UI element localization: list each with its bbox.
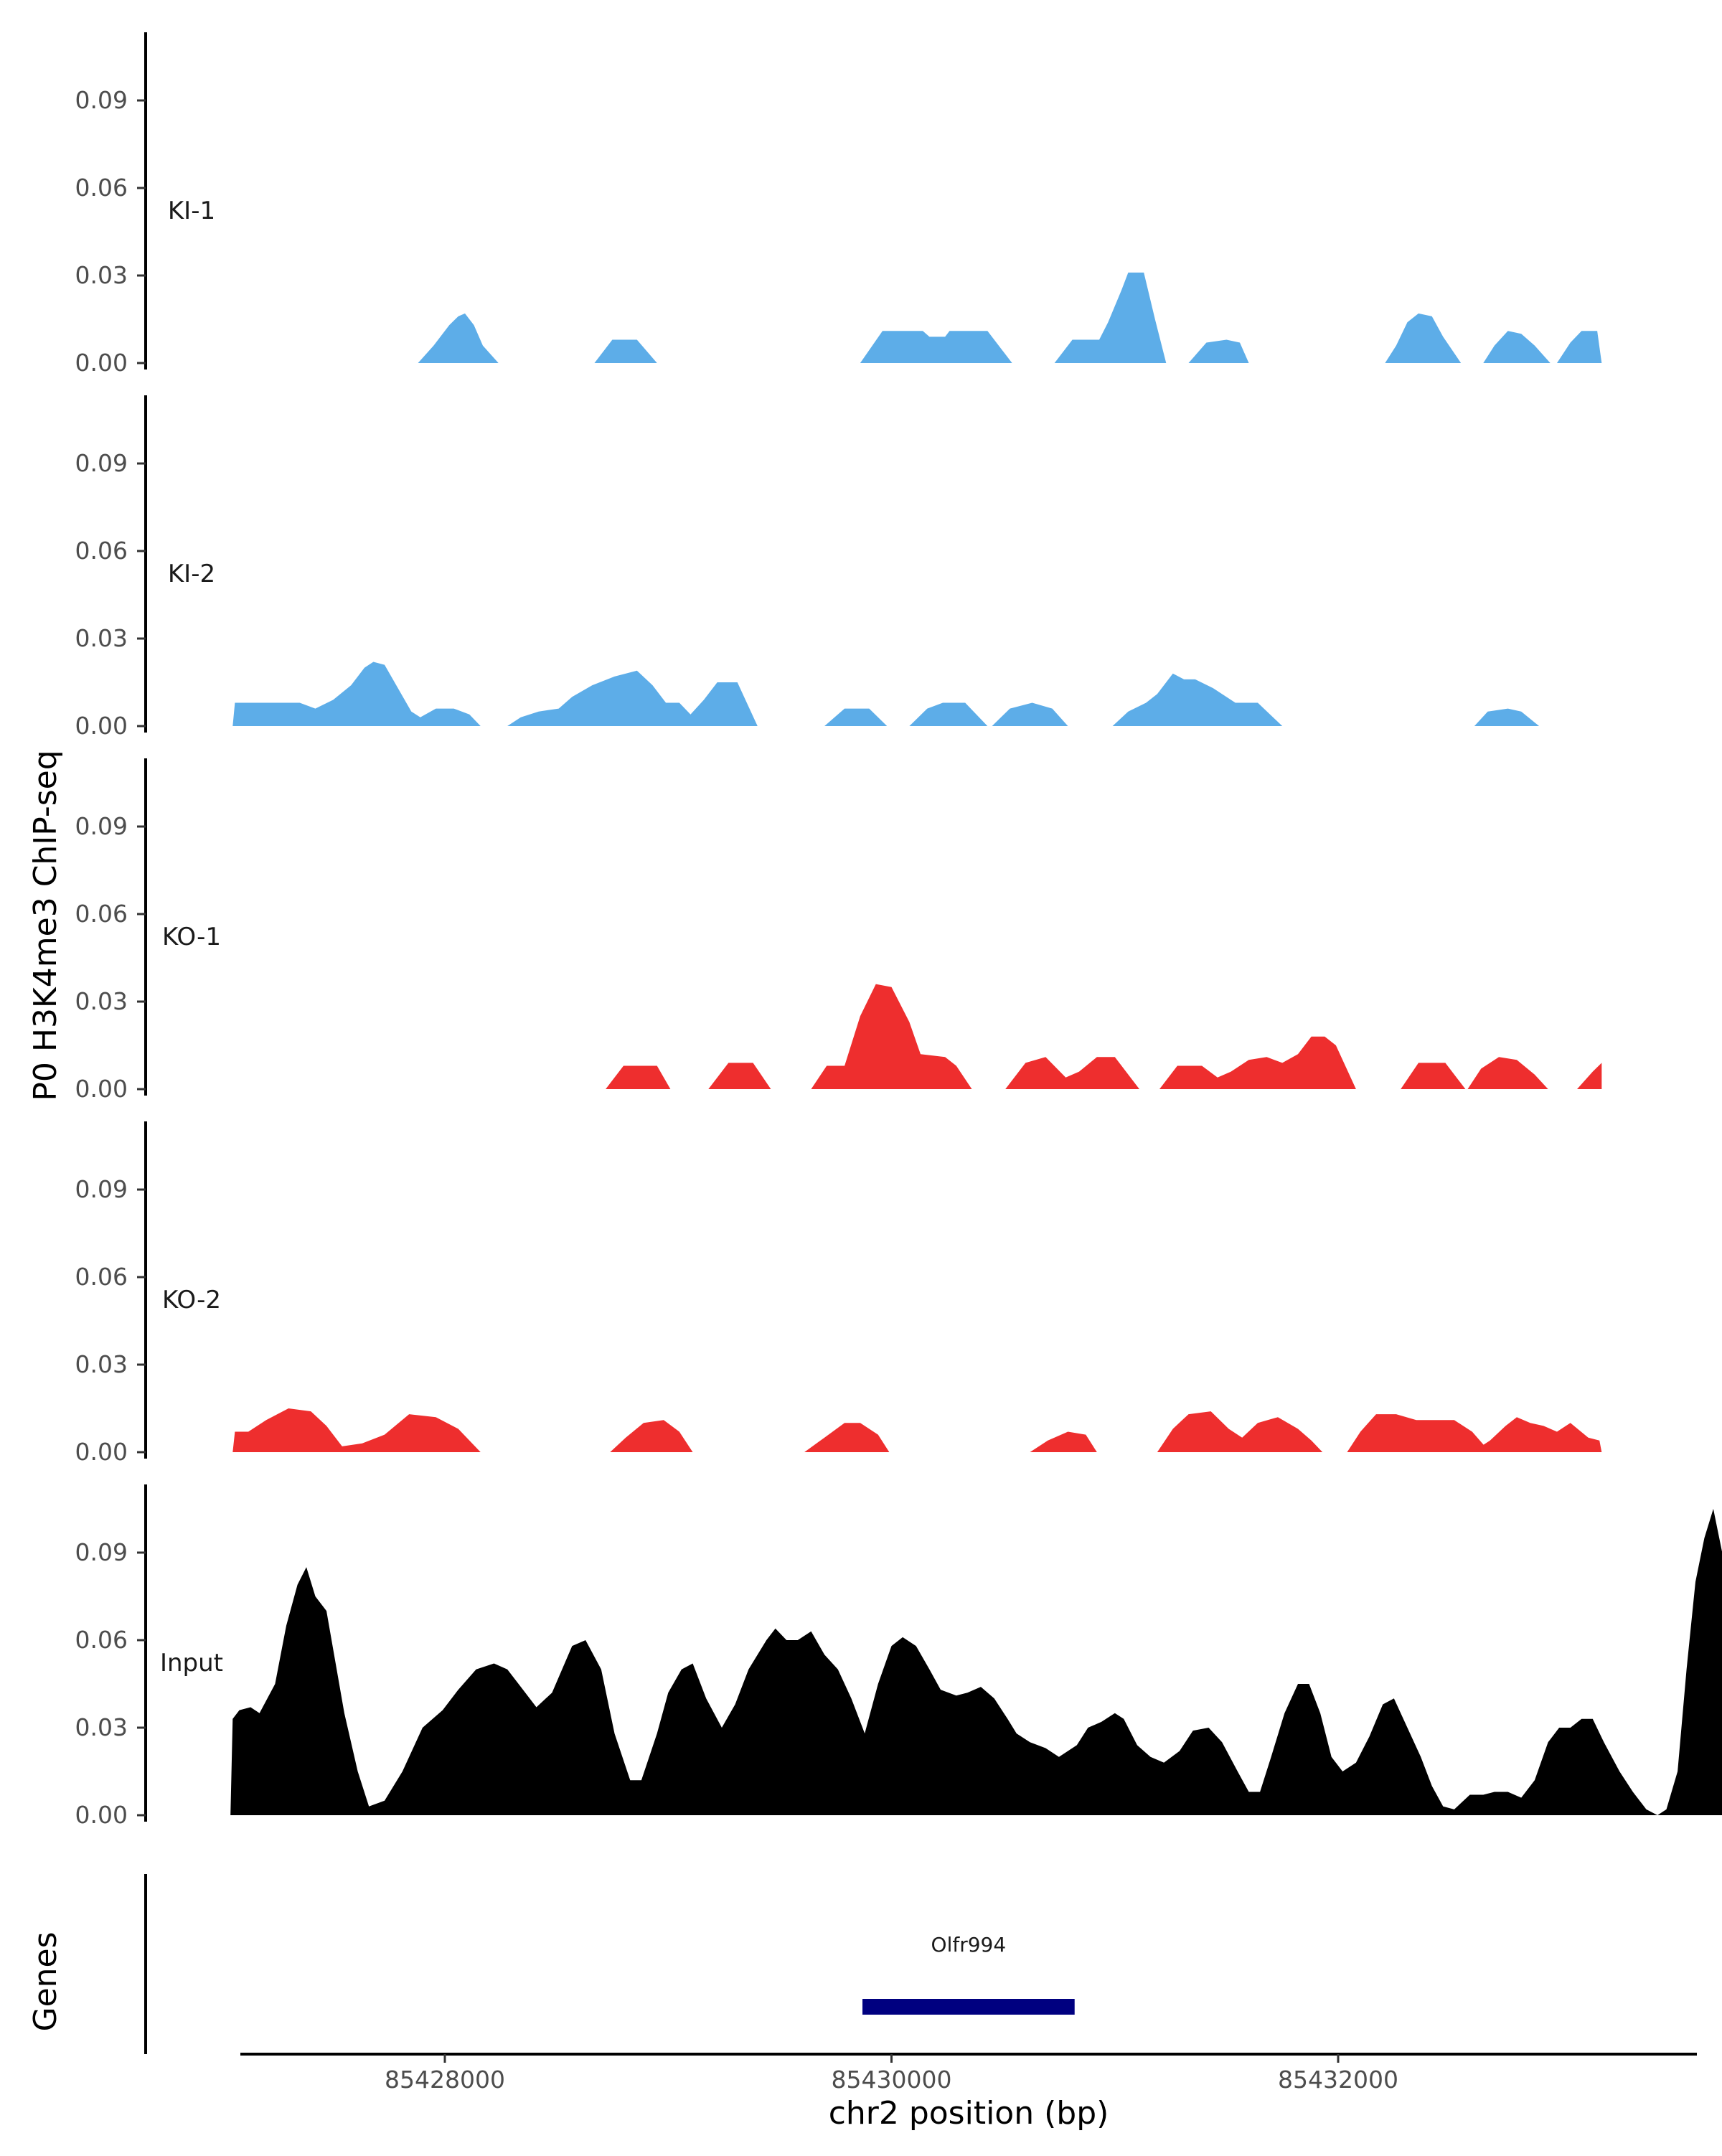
x-axis: 85428000 85430000 85432000	[240, 2053, 1697, 2094]
track-ko-1: 0.00 0.03 0.06 0.09 KO-1	[75, 758, 1602, 1103]
y-tick-label: 0.09	[75, 86, 128, 114]
coverage-area-input	[230, 1509, 1722, 1815]
y-tick-label: 0.06	[75, 1263, 128, 1291]
coverage-area-ki-2	[992, 702, 1068, 726]
coverage-area-ko-1	[1005, 1057, 1139, 1089]
genes-track-title: Genes	[27, 1931, 64, 2031]
track-label-input: Input	[160, 1649, 223, 1677]
x-tick-label: 85430000	[832, 2066, 952, 2094]
gene-body	[862, 1999, 1075, 2015]
coverage-area-ko-2	[1472, 1417, 1602, 1452]
y-tick-label: 0.06	[75, 174, 128, 202]
y-tick-label: 0.03	[75, 261, 128, 289]
y-tick-label: 0.00	[75, 1438, 128, 1466]
coverage-area-ki-2	[232, 662, 481, 726]
gene-label: Olfr994	[931, 1933, 1007, 1957]
coverage-area-ki-1	[418, 313, 499, 363]
track-label-ki-1: KI-1	[168, 197, 215, 225]
y-tick-label: 0.09	[75, 449, 128, 477]
coverage-area-ki-1	[1385, 313, 1462, 363]
coverage-area-ko-2	[1157, 1411, 1323, 1452]
coverage-area-ko-2	[1030, 1431, 1097, 1452]
coverage-area-ki-1	[1557, 331, 1602, 363]
coverage-area-ki-2	[909, 702, 988, 726]
coverage-area-ki-2	[507, 670, 758, 726]
coverage-area-ki-1	[1054, 272, 1167, 363]
track-input: 0.00 0.03 0.06 0.09 Input	[75, 1484, 1722, 1829]
genes-track: Genes Olfr994	[27, 1874, 1075, 2054]
y-tick-label: 0.03	[75, 1350, 128, 1378]
y-axis-title: P0 H3K4me3 ChIP-seq	[27, 750, 64, 1101]
coverage-area-ki-1	[1188, 339, 1249, 363]
coverage-area-ki-1	[1483, 331, 1551, 363]
track-label-ko-2: KO-2	[162, 1286, 221, 1314]
y-tick-label: 0.03	[75, 624, 128, 652]
y-tick-label: 0.00	[75, 1075, 128, 1103]
coverage-area-ko-2	[804, 1423, 890, 1452]
x-tick-label: 85432000	[1278, 2066, 1398, 2094]
y-tick-label: 0.00	[75, 1801, 128, 1829]
track-label-ko-1: KO-1	[162, 923, 221, 951]
x-tick-label: 85428000	[385, 2066, 505, 2094]
coverage-area-ko-1	[1401, 1063, 1466, 1089]
track-panels: 0.00 0.03 0.06 0.09 KI-1 0.00 0.03 0.06 0.09 KI-2…	[75, 32, 1722, 1829]
x-axis-title: chr2 position (bp)	[829, 2095, 1109, 2132]
coverage-area-ko-1	[1577, 1063, 1602, 1089]
y-tick-label: 0.00	[75, 712, 128, 740]
y-tick-label: 0.09	[75, 1175, 128, 1203]
y-tick-label: 0.00	[75, 349, 128, 377]
y-tick-label: 0.03	[75, 987, 128, 1015]
y-tick-label: 0.09	[75, 1538, 128, 1566]
coverage-area-ko-1	[606, 1065, 671, 1089]
track-label-ki-2: KI-2	[168, 560, 215, 588]
y-tick-label: 0.06	[75, 900, 128, 928]
coverage-area-ki-2	[1112, 673, 1283, 726]
track-ko-2: 0.00 0.03 0.06 0.09 KO-2	[75, 1121, 1602, 1466]
coverage-area-ki-2	[824, 708, 888, 726]
coverage-area-ko-2	[1347, 1414, 1490, 1452]
y-tick-label: 0.03	[75, 1713, 128, 1741]
coverage-area-ko-1	[1467, 1057, 1548, 1089]
coverage-area-ki-2	[1474, 708, 1540, 726]
coverage-area-ki-1	[860, 331, 1012, 363]
coverage-area-ko-2	[232, 1408, 481, 1452]
coverage-area-ko-1	[1159, 1036, 1356, 1089]
y-tick-label: 0.09	[75, 812, 128, 840]
coverage-area-ko-2	[610, 1420, 693, 1452]
y-tick-label: 0.06	[75, 537, 128, 565]
track-ki-2: 0.00 0.03 0.06 0.09 KI-2	[75, 395, 1540, 740]
coverage-area-ko-1	[708, 1063, 771, 1089]
track-ki-1: 0.00 0.03 0.06 0.09 KI-1	[75, 32, 1602, 377]
coverage-area-ko-1	[811, 984, 972, 1089]
coverage-area-ki-1	[594, 339, 657, 363]
y-tick-label: 0.06	[75, 1626, 128, 1654]
